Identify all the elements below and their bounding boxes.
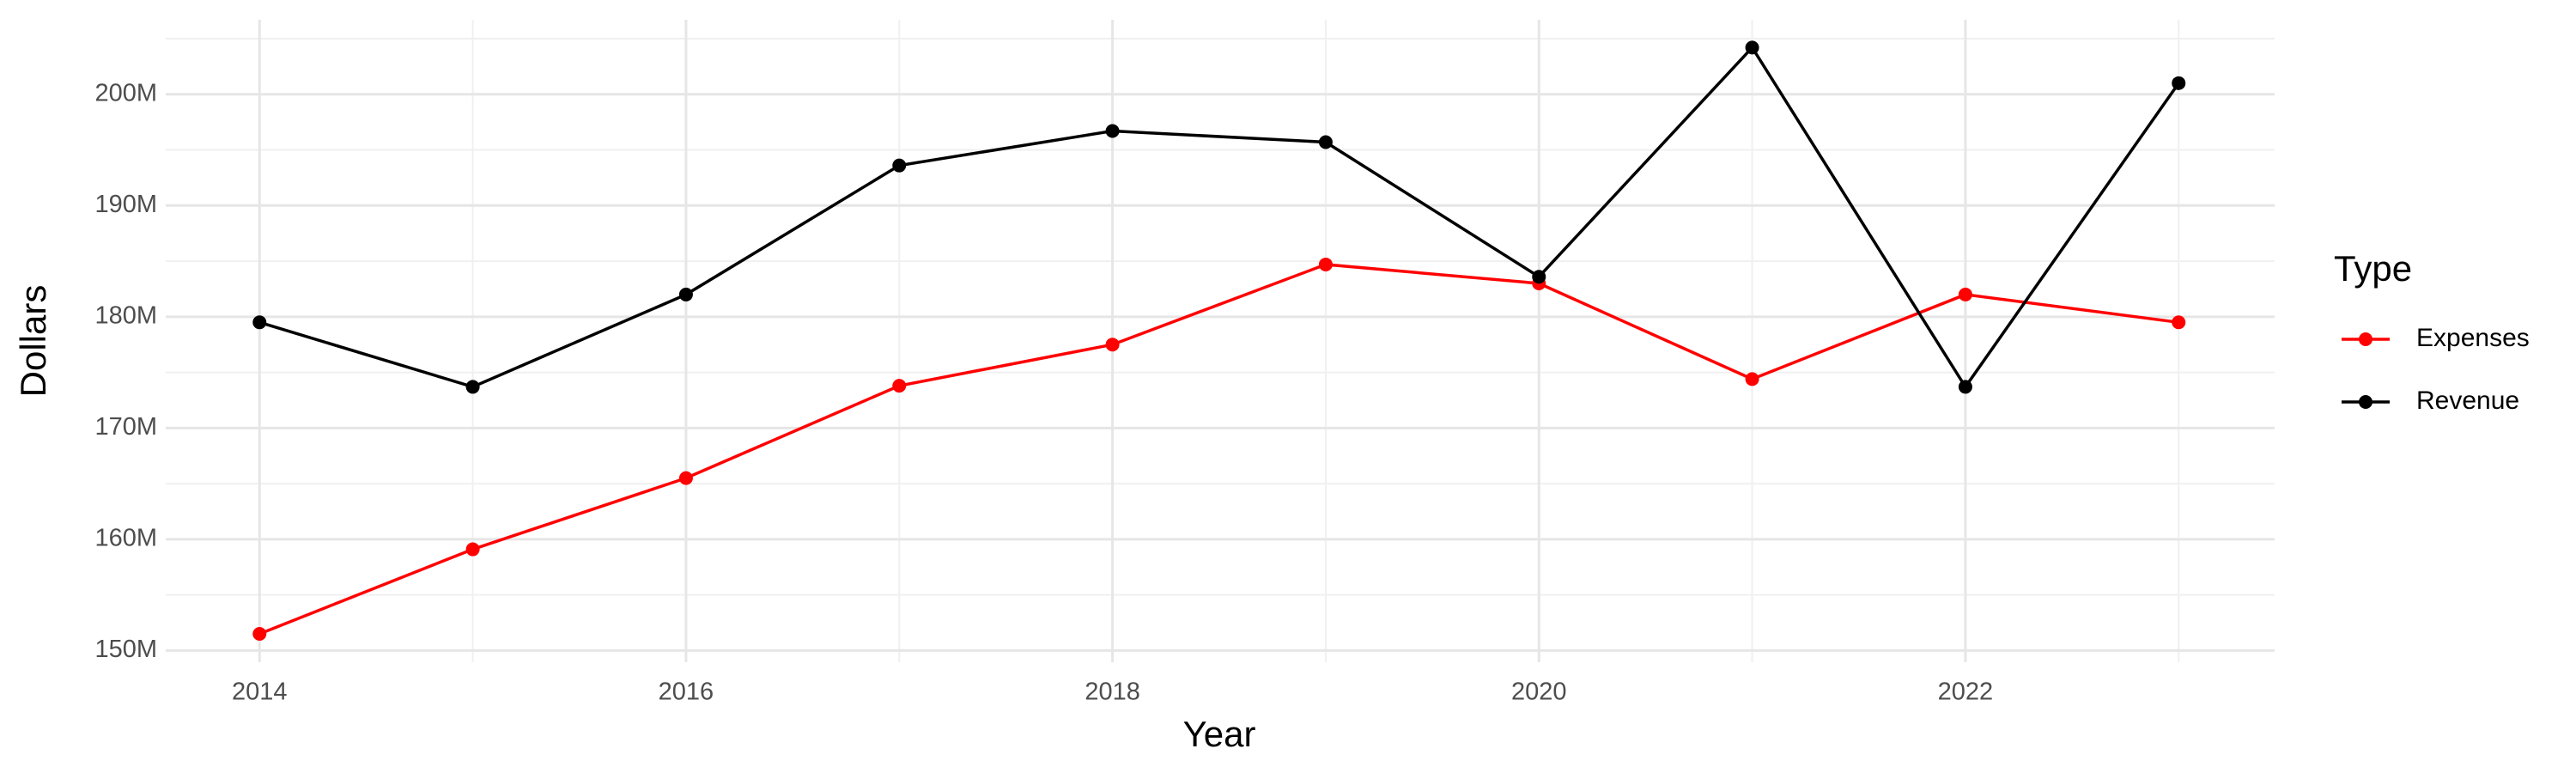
- data-point: [892, 379, 907, 393]
- data-point: [892, 158, 907, 173]
- legend-title: Type: [2334, 248, 2412, 289]
- series-line: [258, 45, 2180, 390]
- legend-key-point: [2359, 332, 2372, 346]
- data-point: [1318, 135, 1333, 149]
- x-tick-label: 2016: [659, 679, 714, 706]
- data-point: [1745, 40, 1759, 55]
- y-tick-label: 190M: [94, 191, 157, 218]
- x-tick-label: 2018: [1084, 679, 1140, 706]
- data-point: [465, 380, 480, 394]
- x-tick-label: 2020: [1511, 679, 1567, 706]
- data-point: [2172, 315, 2186, 330]
- y-tick-label: 170M: [94, 413, 157, 441]
- series-line: [258, 263, 2179, 636]
- data-point: [465, 542, 480, 557]
- x-tick-label: 2022: [1938, 679, 1994, 706]
- data-point: [678, 287, 693, 301]
- data-point: [1958, 380, 1972, 394]
- data-point: [1745, 372, 1759, 386]
- x-axis-title: Year: [1183, 714, 1256, 754]
- legend-label: Revenue: [2416, 386, 2519, 415]
- data-point: [1105, 124, 1120, 138]
- data-point: [1958, 287, 1972, 301]
- y-tick-label: 180M: [94, 301, 157, 329]
- data-point: [252, 315, 267, 330]
- data-point: [2172, 76, 2186, 90]
- y-axis-title: Dollars: [13, 285, 53, 398]
- y-tick-label: 150M: [94, 636, 157, 663]
- data-point: [1105, 338, 1120, 352]
- data-point: [678, 471, 693, 485]
- y-tick-label: 160M: [94, 525, 157, 552]
- data-point: [1532, 270, 1546, 284]
- legend-key-point: [2359, 395, 2372, 409]
- data-point: [252, 626, 267, 641]
- y-tick-label: 200M: [94, 79, 157, 107]
- grid: [166, 20, 2275, 662]
- data-point: [1318, 257, 1333, 271]
- legend-label: Expenses: [2416, 324, 2530, 352]
- x-tick-label: 2014: [232, 679, 288, 706]
